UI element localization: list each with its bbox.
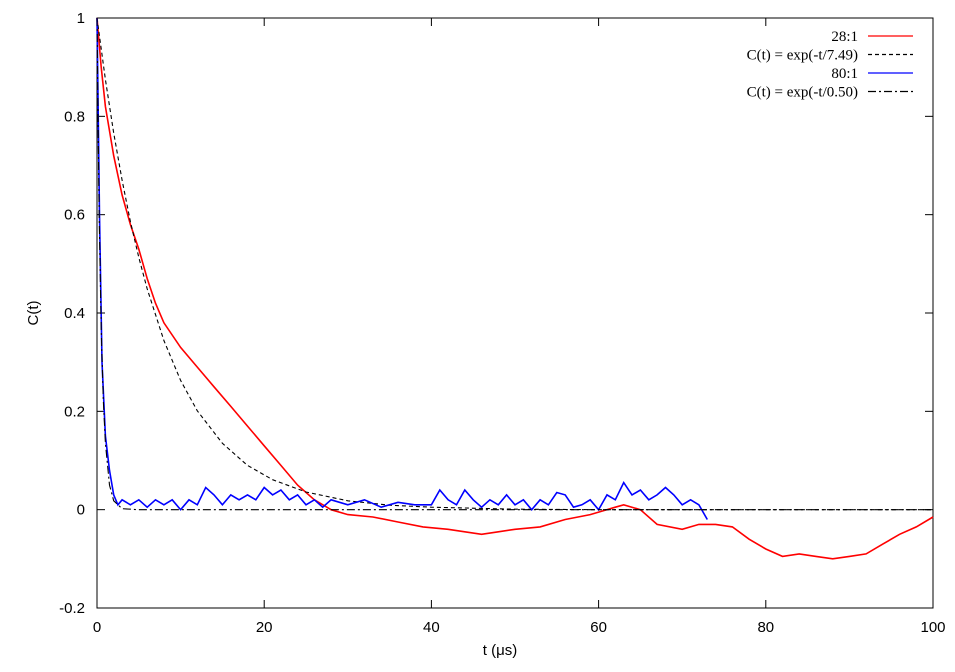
y-tick-label: 1 — [77, 10, 85, 27]
y-tick-label: -0.2 — [59, 600, 85, 617]
x-tick-label: 20 — [256, 619, 273, 636]
legend-label: C(t) = exp(-t/7.49) — [747, 48, 858, 64]
x-tick-label: 100 — [920, 619, 945, 636]
plot-frame — [96, 17, 934, 609]
series-line — [96, 17, 933, 511]
y-tick-label: 0.4 — [64, 305, 85, 322]
series-line — [96, 17, 934, 560]
y-tick-label: 0.2 — [64, 403, 85, 420]
series-line — [96, 17, 933, 511]
x-axis-label: t (μs) — [483, 642, 517, 659]
x-tick-label: 0 — [93, 619, 101, 636]
legend-label: 80:1 — [831, 66, 858, 82]
legend-label: C(t) = exp(-t/0.50) — [747, 85, 858, 101]
x-tick-label: 80 — [757, 619, 774, 636]
y-tick-label: 0.6 — [64, 207, 85, 224]
y-tick-label: 0.8 — [64, 108, 85, 125]
y-axis-label: C(t) — [25, 301, 42, 326]
x-tick-label: 40 — [423, 619, 440, 636]
y-tick-label: 0 — [77, 502, 85, 519]
x-tick-label: 60 — [590, 619, 607, 636]
legend-label: 28:1 — [831, 29, 858, 45]
series-line — [96, 17, 708, 520]
